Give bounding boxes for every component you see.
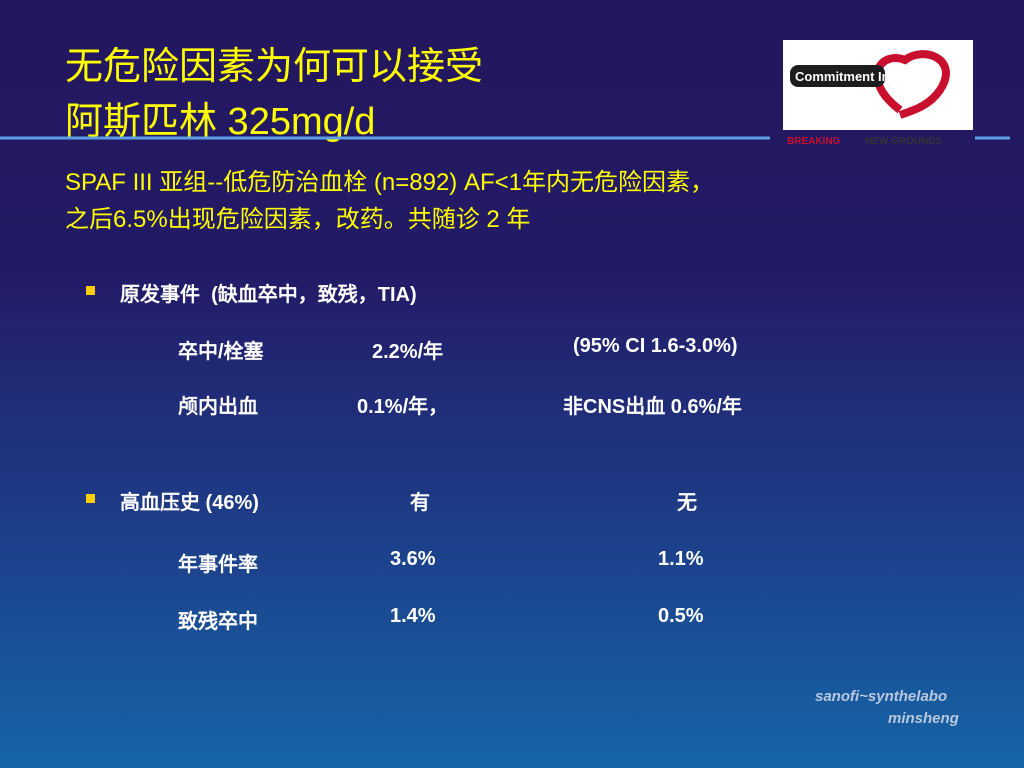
title-line: 阿斯匹林 325mg/d — [65, 101, 376, 143]
subtitle-line: SPAF III 亚组--低危防治血栓 (n=892) AF<1年内无危险因素， — [65, 169, 714, 196]
cell: 1.1% — [658, 548, 704, 570]
bullet: 高血压史 (46%) — [120, 492, 259, 514]
logo-tagline: BREAKING — [787, 136, 841, 147]
bullet: 原发事件 (缺血卒中，致残，TIA) — [120, 284, 417, 306]
footer-partner: minsheng — [888, 710, 959, 727]
footer-company: sanofi~synthelabo — [815, 688, 948, 705]
header-graphics: Commitment In BREAKING NEW GROUNDS — [0, 40, 1010, 147]
column-header: 有 — [410, 492, 430, 514]
cell: 3.6% — [390, 548, 436, 570]
bullet-marker — [86, 286, 95, 295]
cell: 0.1%/年， — [357, 396, 449, 418]
logo-tagline: NEW GROUNDS — [865, 136, 943, 147]
cell: 致残卒中 — [178, 611, 258, 633]
cell: (95% CI 1.6-3.0%) — [573, 335, 738, 357]
column-header: 无 — [677, 492, 697, 514]
title-line: 无危险因素为何可以接受 — [65, 46, 484, 88]
bullet-marker — [86, 494, 95, 503]
logo-text: Commitment In — [795, 69, 890, 84]
cell: 非CNS出血 0.6%/年 — [563, 396, 742, 418]
cell: 颅内出血 — [178, 396, 258, 418]
cell: 卒中/栓塞 — [178, 341, 264, 363]
subtitle-line: 之后6.5%出现危险因素，改药。共随诊 2 年 — [65, 206, 531, 233]
cell: 0.5% — [658, 605, 704, 627]
cell: 2.2%/年 — [372, 341, 444, 363]
logo-badge — [790, 65, 885, 87]
cell: 年事件率 — [178, 554, 258, 576]
cell: 1.4% — [390, 605, 436, 627]
